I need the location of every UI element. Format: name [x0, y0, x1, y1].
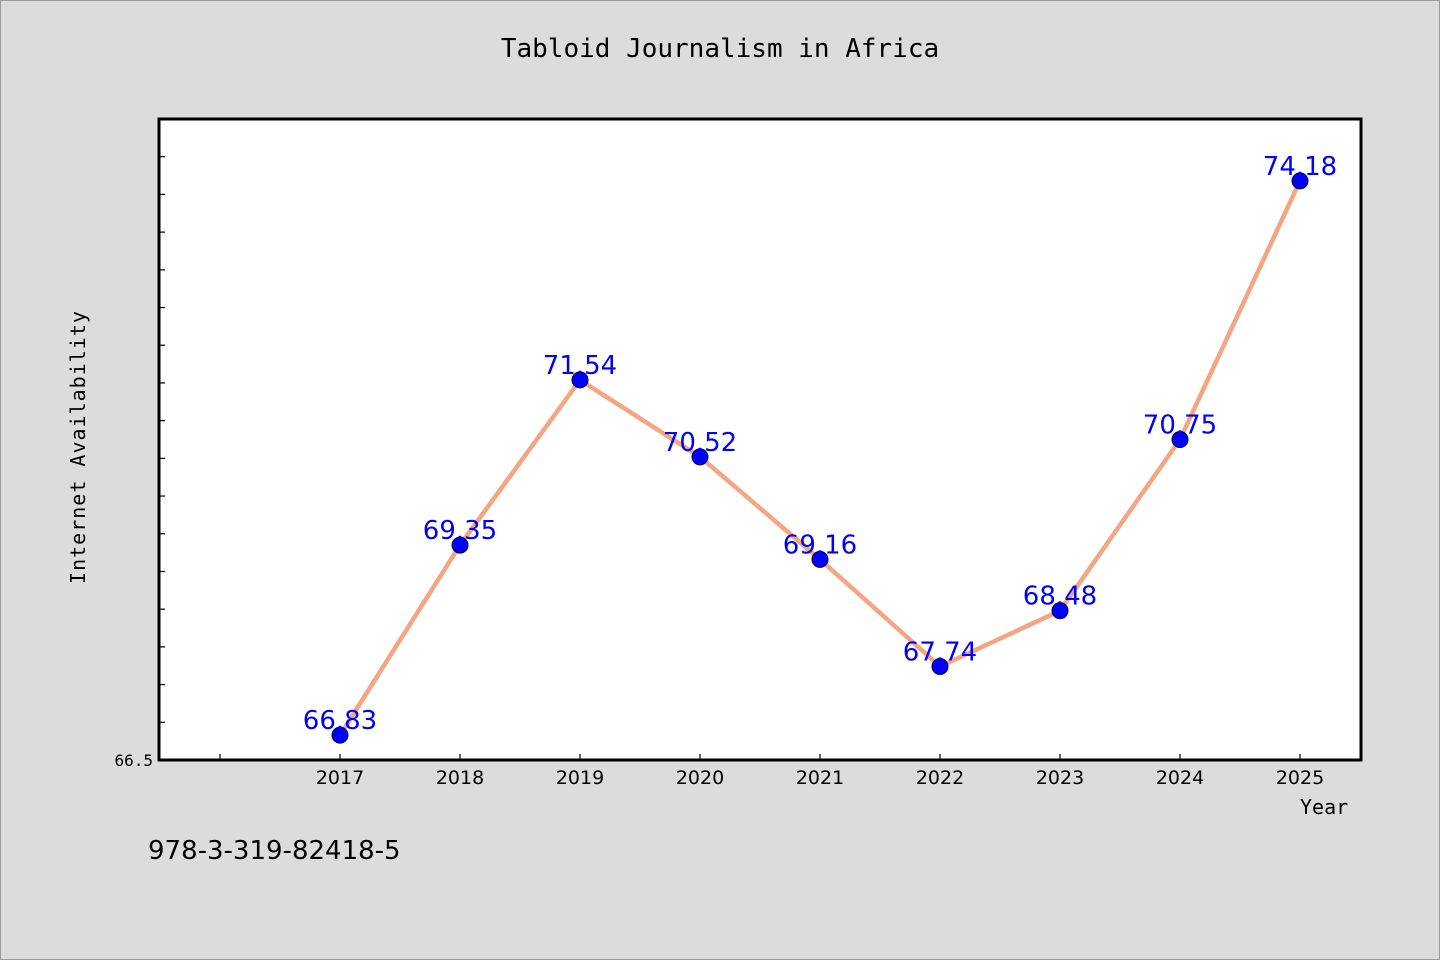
- data-point-marker: [1171, 431, 1189, 448]
- data-point-marker: [931, 657, 949, 675]
- x-axis-label: Year: [1300, 795, 1349, 819]
- x-tick-label: 2025: [1276, 767, 1324, 789]
- data-label: 70.52: [663, 428, 737, 458]
- data-label: 71.54: [543, 351, 617, 381]
- x-tick-label: 2019: [556, 767, 604, 789]
- data-point-marker: [1051, 602, 1069, 620]
- x-tick-label: 2023: [1036, 767, 1084, 789]
- data-point-marker: [451, 536, 469, 554]
- data-labels-group: 66.83 69.35 71.54 70.52 69.16 67.74 68.48 70.75…: [303, 152, 1337, 736]
- data-label: 69.35: [423, 516, 497, 546]
- markers-group: [331, 172, 1309, 744]
- plot-area: [157, 117, 1363, 762]
- data-label: 66.83: [303, 706, 377, 736]
- data-point-marker: [811, 550, 829, 568]
- x-tick-label: 2021: [796, 767, 844, 789]
- data-point-marker: [331, 726, 349, 744]
- data-point-marker: [1291, 172, 1309, 190]
- data-label: 69.16: [783, 530, 857, 560]
- chart-title: Tabloid Journalism in Africa: [500, 34, 940, 64]
- x-tick-label: 2020: [676, 767, 724, 789]
- x-tick-label: 2018: [436, 767, 484, 789]
- isbn-code: 978-3-319-82418-5: [148, 836, 401, 866]
- data-label: 70.75: [1143, 411, 1217, 441]
- data-point-marker: [691, 448, 709, 466]
- x-tick-label: 2024: [1156, 767, 1204, 789]
- x-tick-label: 2017: [316, 767, 364, 789]
- data-label: 67.74: [903, 637, 977, 667]
- y-axis-ticks: [159, 118, 165, 761]
- y-axis-label: Internet Availability: [66, 310, 90, 584]
- data-label: 74.18: [1263, 152, 1337, 182]
- x-axis-ticks: 2017 2018 2019 2020 2021 2022 2023 2024 2025: [219, 754, 1324, 789]
- data-label: 68.48: [1023, 582, 1097, 612]
- y-tick-label: 66.5: [114, 751, 153, 770]
- data-point-marker: [571, 371, 589, 389]
- x-tick-label: 2022: [916, 767, 964, 789]
